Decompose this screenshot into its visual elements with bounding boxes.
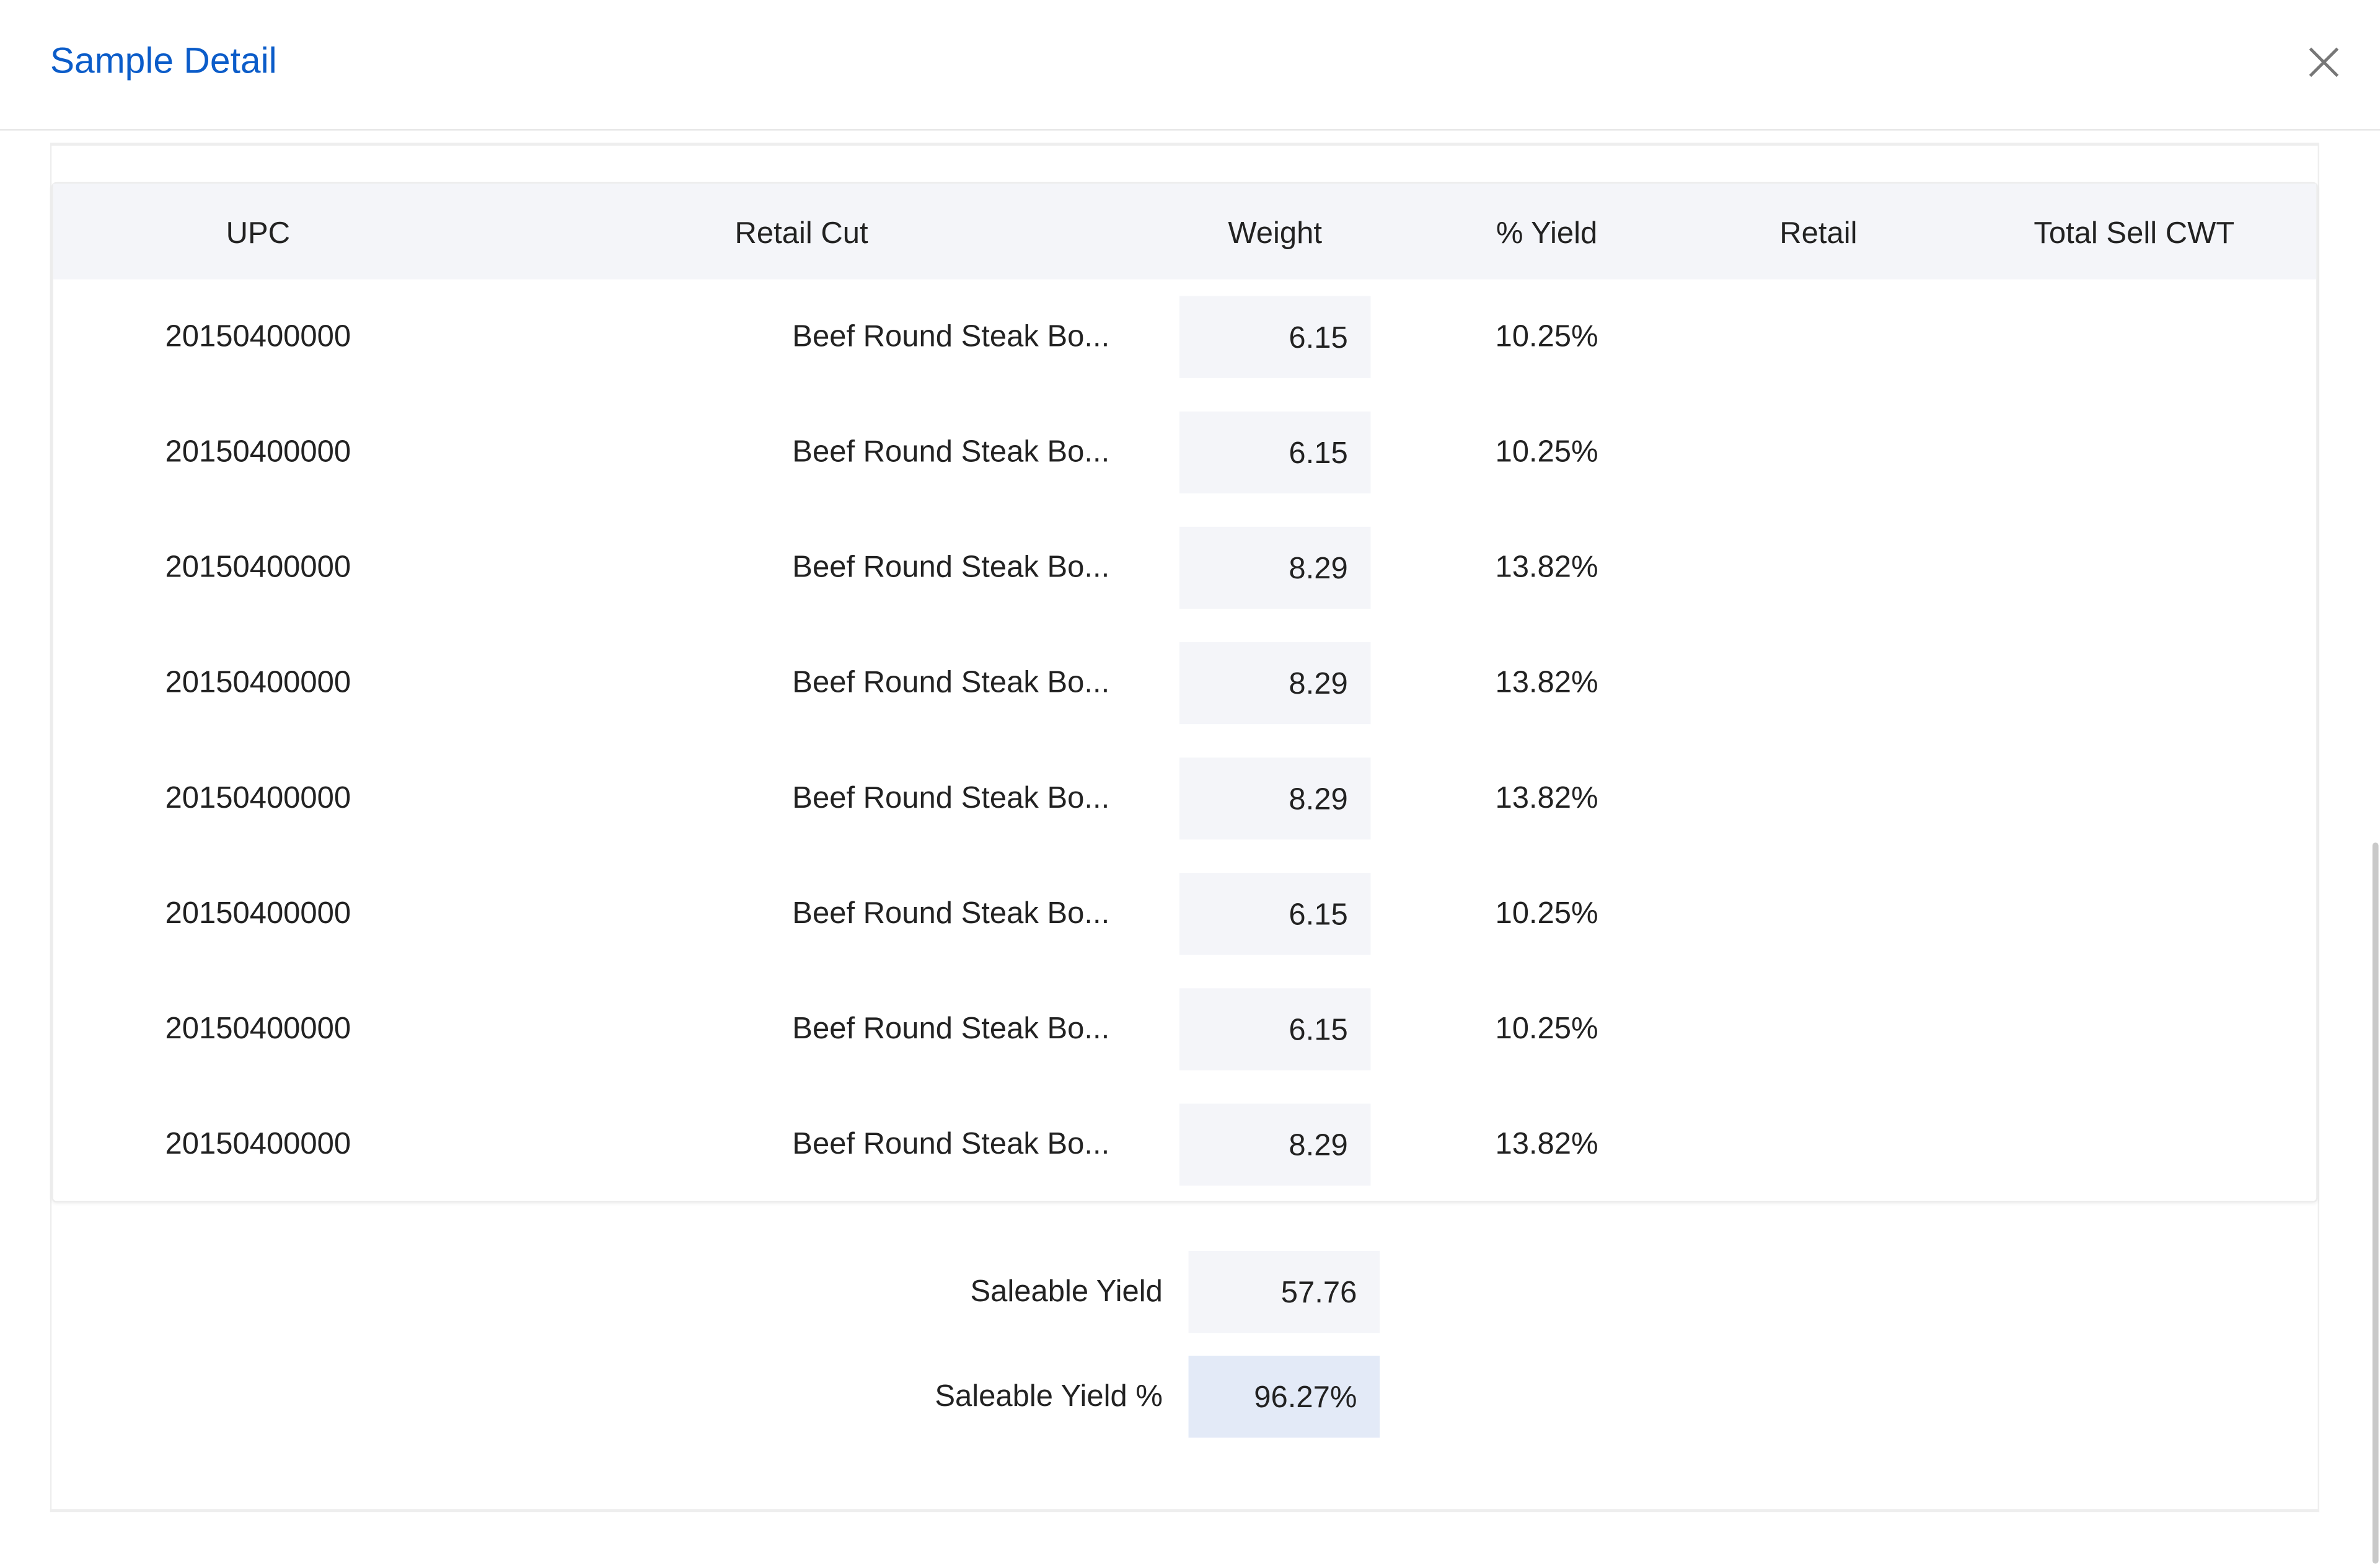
saleable-yield-value: 57.76 xyxy=(1188,1250,1380,1333)
column-header-retail-cut[interactable]: Retail Cut xyxy=(734,217,868,251)
column-header-yield[interactable]: % Yield xyxy=(1496,217,1598,251)
yield-cell: 10.25% xyxy=(1495,897,1598,931)
yield-cell: 13.82% xyxy=(1495,782,1598,816)
yield-cell: 10.25% xyxy=(1495,320,1598,354)
table-header: UPC Retail Cut Weight % Yield Retail Tot… xyxy=(53,183,2317,280)
yield-cell: 13.82% xyxy=(1495,666,1598,700)
upc-cell: 20150400000 xyxy=(165,550,351,585)
retail-cut-cell: Beef Round Steak Bo... xyxy=(792,550,1110,585)
yield-cell: 13.82% xyxy=(1495,1128,1598,1162)
weight-input[interactable]: 8.29 xyxy=(1179,1103,1371,1186)
retail-cuts-table: UPC Retail Cut Weight % Yield Retail Tot… xyxy=(51,182,2318,1203)
table-row[interactable]: 20150400000 Beef Round Steak Bo... 8.29 13.… xyxy=(53,625,2316,741)
dialog-title: Sample Detail xyxy=(50,41,277,82)
content-divider xyxy=(50,143,2320,146)
saleable-yield-pct-value: 96.27% xyxy=(1188,1355,1380,1438)
close-icon[interactable] xyxy=(2304,43,2344,82)
retail-cut-cell: Beef Round Steak Bo... xyxy=(792,666,1110,700)
retail-cut-cell: Beef Round Steak Bo... xyxy=(792,435,1110,469)
weight-input[interactable]: 6.15 xyxy=(1179,873,1371,955)
upc-cell: 20150400000 xyxy=(165,320,351,354)
table-row[interactable]: 20150400000 Beef Round Steak Bo... 6.15 10.… xyxy=(53,971,2316,1087)
table-row[interactable]: 20150400000 Beef Round Steak Bo... 6.15 10.… xyxy=(53,856,2316,971)
column-header-retail[interactable]: Retail xyxy=(1779,217,1858,251)
yield-cell: 13.82% xyxy=(1495,550,1598,585)
column-header-upc[interactable]: UPC xyxy=(226,217,291,251)
column-header-weight[interactable]: Weight xyxy=(1228,217,1322,251)
upc-cell: 20150400000 xyxy=(165,782,351,816)
weight-input[interactable]: 8.29 xyxy=(1179,526,1371,609)
upc-cell: 20150400000 xyxy=(165,1012,351,1046)
upc-cell: 20150400000 xyxy=(165,435,351,469)
yield-cell: 10.25% xyxy=(1495,1012,1598,1046)
upc-cell: 20150400000 xyxy=(165,1128,351,1162)
content-panel xyxy=(50,146,2320,1513)
scrollbar[interactable] xyxy=(2372,842,2379,1564)
retail-cut-cell: Beef Round Steak Bo... xyxy=(792,1128,1110,1162)
saleable-yield-pct-label: Saleable Yield % xyxy=(935,1380,1163,1414)
upc-cell: 20150400000 xyxy=(165,666,351,700)
weight-input[interactable]: 6.15 xyxy=(1179,296,1371,378)
table-row[interactable]: 20150400000 Beef Round Steak Bo... 6.15 10.… xyxy=(53,280,2316,395)
upc-cell: 20150400000 xyxy=(165,897,351,931)
retail-cut-cell: Beef Round Steak Bo... xyxy=(792,1012,1110,1046)
table-row[interactable]: 20150400000 Beef Round Steak Bo... 8.29 13.… xyxy=(53,1087,2316,1202)
table-row[interactable]: 20150400000 Beef Round Steak Bo... 8.29 13.… xyxy=(53,510,2316,625)
weight-input[interactable]: 8.29 xyxy=(1179,642,1371,725)
header-divider xyxy=(0,129,2380,131)
retail-cut-cell: Beef Round Steak Bo... xyxy=(792,782,1110,816)
yield-cell: 10.25% xyxy=(1495,435,1598,469)
retail-cut-cell: Beef Round Steak Bo... xyxy=(792,897,1110,931)
table-row[interactable]: 20150400000 Beef Round Steak Bo... 8.29 13.… xyxy=(53,741,2316,856)
column-header-total-sell-cwt[interactable]: Total Sell CWT xyxy=(2034,217,2235,251)
table-row[interactable]: 20150400000 Beef Round Steak Bo... 6.15 10.… xyxy=(53,395,2316,510)
saleable-yield-label: Saleable Yield xyxy=(970,1275,1163,1309)
retail-cut-cell: Beef Round Steak Bo... xyxy=(792,320,1110,354)
weight-input[interactable]: 6.15 xyxy=(1179,988,1371,1071)
weight-input[interactable]: 8.29 xyxy=(1179,758,1371,840)
weight-input[interactable]: 6.15 xyxy=(1179,411,1371,493)
